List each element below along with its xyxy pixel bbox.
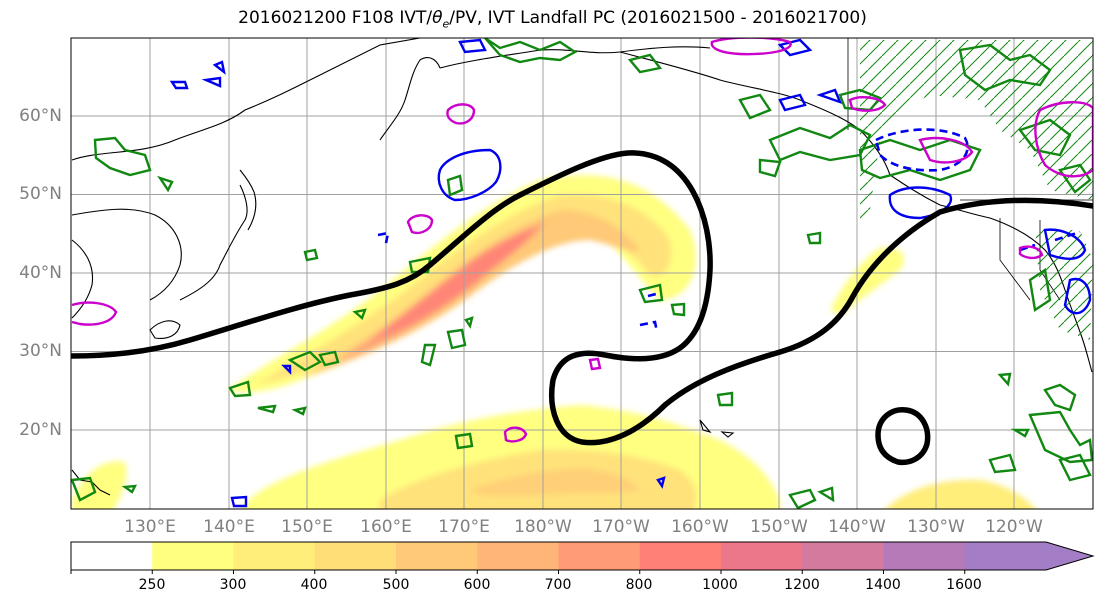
- lon-label-120w: 120°W: [985, 517, 1043, 537]
- colorbar-label: 1200: [784, 577, 820, 593]
- lon-label-180w: 180°W: [514, 517, 572, 537]
- map-plot-area: [71, 38, 1093, 509]
- colorbar-swatch: [396, 542, 478, 570]
- colorbar-swatch: [639, 542, 722, 570]
- lat-label-20n: 20°N: [19, 420, 62, 440]
- magenta-contours: [71, 38, 1093, 443]
- theta-e-blue-dashed-contours: [377, 128, 1081, 333]
- lon-label-140e: 140°E: [203, 517, 255, 537]
- colorbar-swatch: [964, 542, 1093, 570]
- lon-label-150e: 150°E: [281, 517, 333, 537]
- lon-label-130e: 130°E: [124, 517, 176, 537]
- colorbar-swatch: [152, 542, 234, 570]
- colorbar-label: 300: [219, 577, 247, 593]
- figure-title: 2016021200 F108 IVT/θe/PV, IVT Landfall …: [238, 8, 867, 31]
- colorbar-swatch: [802, 542, 884, 570]
- lon-label-130w: 130°W: [907, 517, 965, 537]
- colorbar-label: 600: [463, 577, 491, 593]
- ivt-landfall-pc-contours: [71, 150, 1093, 466]
- pv-green-contours: [71, 38, 1093, 509]
- colorbar-label: 1000: [702, 577, 738, 593]
- colorbar-label: 400: [300, 577, 328, 593]
- lon-label-140w: 140°W: [828, 517, 886, 537]
- lat-label-50n: 50°N: [19, 184, 62, 204]
- colorbar-swatch: [477, 542, 559, 570]
- lon-label-160w: 160°W: [671, 517, 729, 537]
- theta-e-blue-contours: [169, 38, 1092, 508]
- lat-label-30n: 30°N: [19, 341, 62, 361]
- graticule: [71, 38, 1093, 509]
- colorbar-label: 250: [138, 577, 166, 593]
- colorbar-label: 1400: [865, 577, 901, 593]
- lat-label-40n: 40°N: [19, 263, 62, 283]
- colorbar-frame: [70, 541, 1095, 571]
- colorbar-label: 1600: [946, 577, 982, 593]
- colorbar-swatch: [233, 542, 316, 570]
- lon-label-170e: 170°E: [438, 517, 490, 537]
- colorbar-swatch: [883, 542, 966, 570]
- colorbar-label: 800: [625, 577, 653, 593]
- colorbar-swatch: [314, 542, 397, 570]
- colorbar: [70, 541, 1095, 574]
- colorbar-swatch: [721, 542, 803, 570]
- ivt-shading: [72, 175, 1036, 509]
- colorbar-label: 500: [382, 577, 410, 593]
- colorbar-swatch: [71, 542, 153, 570]
- colorbar-label: 700: [544, 577, 572, 593]
- lat-label-60n: 60°N: [19, 106, 62, 126]
- map-frame: [70, 37, 1094, 510]
- lon-label-150w: 150°W: [750, 517, 808, 537]
- lon-label-160e: 160°E: [360, 517, 412, 537]
- colorbar-swatch: [558, 542, 641, 570]
- lon-label-170w: 170°W: [592, 517, 650, 537]
